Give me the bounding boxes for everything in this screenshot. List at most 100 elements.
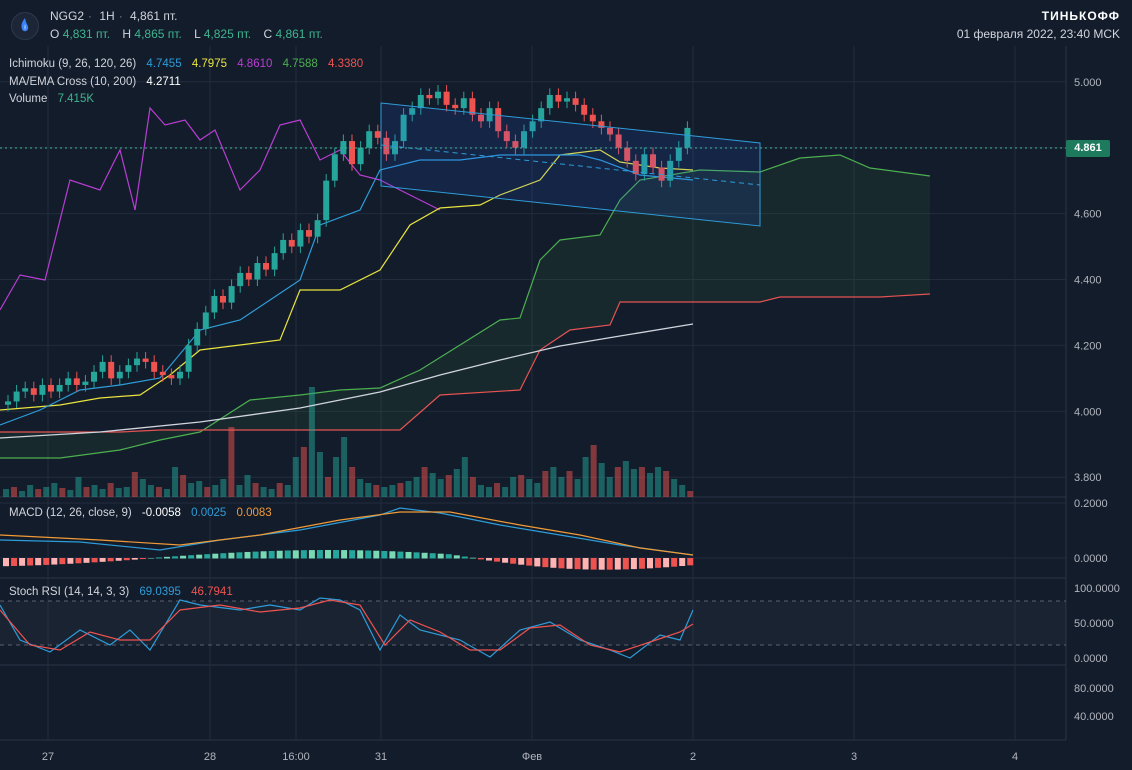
candle-body xyxy=(581,104,588,115)
macd-histogram-bar xyxy=(115,558,122,561)
candle-body xyxy=(202,312,209,329)
volume-bar xyxy=(558,477,565,497)
price-tick-label: 4.600 xyxy=(1074,209,1102,221)
macd-histogram-bar xyxy=(630,558,637,570)
volume-bar xyxy=(123,487,130,497)
macd-histogram-bar xyxy=(325,550,331,559)
macd-histogram-bar xyxy=(172,556,179,559)
volume-bar xyxy=(164,489,170,497)
candle-body xyxy=(417,94,424,109)
stoch-legend[interactable]: Stoch RSI (14, 14, 3, 3) 69.0395 46.7941 xyxy=(9,586,240,598)
volume-bar xyxy=(308,387,315,497)
volume-bar xyxy=(598,463,605,497)
macd-histogram-bar xyxy=(164,556,170,559)
volume-bar xyxy=(389,485,396,497)
macd-histogram-bar xyxy=(35,558,42,566)
macd-legend[interactable]: MACD (12, 26, close, 9) -0.0058 0.0025 0… xyxy=(9,507,279,519)
macd-histogram-bar xyxy=(333,550,340,559)
macd-tick-label: 0.0000 xyxy=(1074,553,1108,565)
candle-body xyxy=(521,131,527,148)
volume-bar xyxy=(365,483,372,497)
macd-histogram-bar xyxy=(19,558,26,566)
macd-name: MACD (12, 26, close, 9) xyxy=(9,507,132,519)
volume-bar xyxy=(11,487,18,497)
ichimoku-value-5: 4.3380 xyxy=(327,58,364,70)
volume-bar xyxy=(196,481,203,497)
symbol-name[interactable]: NGG2 xyxy=(50,9,85,23)
volume-bar xyxy=(429,473,436,497)
macd-histogram-bar xyxy=(220,553,227,559)
macd-histogram-bar xyxy=(107,558,114,562)
candle-body xyxy=(39,384,46,395)
stoch-tick-label: 0.0000 xyxy=(1074,653,1108,665)
macd-histogram-bar xyxy=(27,558,34,566)
macd-histogram-bar xyxy=(284,550,291,559)
price-tick-label: 5.000 xyxy=(1074,77,1102,89)
stoch-value-2: 46.7941 xyxy=(191,586,233,598)
volume-bar xyxy=(300,447,307,497)
macd-histogram-bar xyxy=(91,558,98,563)
ichimoku-value-2: 4.7975 xyxy=(191,58,227,70)
candle-body xyxy=(349,141,355,165)
price-tick-label: 4.200 xyxy=(1074,340,1102,352)
volume-bar xyxy=(59,488,66,497)
volume-bar xyxy=(292,457,299,497)
macd-histogram-bar xyxy=(679,558,686,567)
interval-label[interactable]: 1H xyxy=(99,9,115,23)
stoch-band xyxy=(0,601,1066,645)
macd-histogram-bar xyxy=(139,558,146,560)
candle-body xyxy=(460,98,467,109)
ichimoku-span-a xyxy=(0,154,931,459)
symbol-line[interactable]: NGG2 · 1H · 4,861 пт. xyxy=(50,9,178,23)
stoch-tick-label: 50.0000 xyxy=(1074,618,1114,630)
ma-cross-legend[interactable]: MA/EMA Cross (10, 200) 4.2711 xyxy=(9,76,188,88)
volume-bar xyxy=(655,467,662,497)
volume-bar xyxy=(43,487,50,497)
macd-histogram-bar xyxy=(308,550,315,559)
channel-midline xyxy=(380,144,761,186)
candle-body xyxy=(564,98,570,102)
macd-histogram-bar xyxy=(638,558,645,569)
candle-body xyxy=(426,94,433,99)
candle-body xyxy=(383,137,390,155)
ichimoku-value-3: 4.8610 xyxy=(237,58,273,70)
macd-histogram-bar xyxy=(357,550,364,559)
ichimoku-legend[interactable]: Ichimoku (9, 26, 120, 26) 4.7455 4.7975 … xyxy=(9,58,370,70)
volume-bar xyxy=(590,445,597,497)
volume-bar xyxy=(115,488,122,497)
volume-bar xyxy=(349,467,356,497)
volume-name: Volume xyxy=(9,93,48,105)
macd-histogram-bar xyxy=(204,554,211,559)
macd-histogram-bar xyxy=(11,558,18,566)
volume-bar xyxy=(566,471,573,497)
macd-histogram-bar xyxy=(389,551,396,559)
candle-body xyxy=(13,391,20,402)
candle-body xyxy=(91,371,97,382)
volume-bar xyxy=(276,483,283,497)
volume-bar xyxy=(630,469,637,497)
candle-body xyxy=(658,167,665,181)
candle-body xyxy=(538,108,545,122)
low-value: 4,825 пт. xyxy=(203,27,252,41)
ichimoku-conversion-line xyxy=(0,154,694,426)
candle-body xyxy=(288,239,295,247)
open-value: 4,831 пт. xyxy=(62,27,111,41)
candle-body xyxy=(495,108,502,132)
time-tick-label: 4 xyxy=(1012,751,1018,763)
volume-bar xyxy=(83,487,90,497)
macd-histogram-bar xyxy=(155,557,162,559)
macd-histogram-bar xyxy=(188,555,195,559)
volume-bar xyxy=(413,477,420,497)
volume-bar xyxy=(188,483,195,497)
macd-histogram-bar xyxy=(614,558,621,570)
volume-legend[interactable]: Volume 7.415K xyxy=(9,93,101,105)
macd-histogram-bar xyxy=(196,554,203,559)
volume-bar xyxy=(421,467,428,497)
macd-histogram-bar xyxy=(421,552,428,559)
ichimoku-value-4: 4.7588 xyxy=(282,58,318,70)
candle-body xyxy=(667,160,674,181)
volume-bar xyxy=(638,467,645,497)
